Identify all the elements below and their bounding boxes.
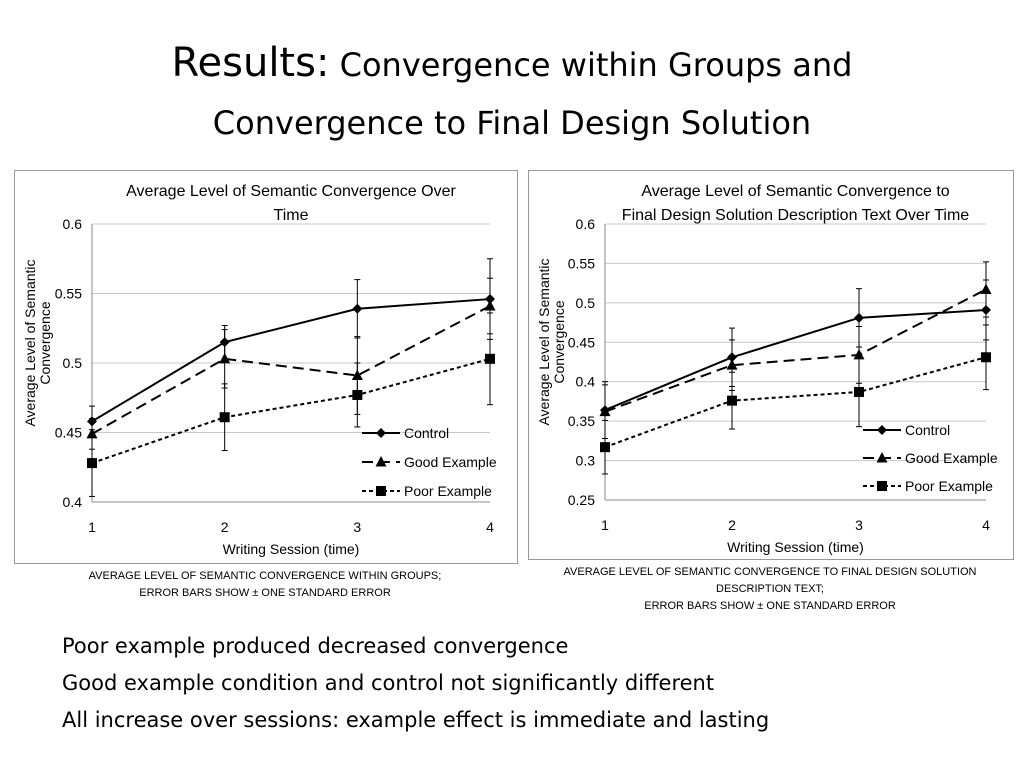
data-point <box>87 458 97 469</box>
caption-line: ERROR BARS SHOW ± ONE STANDARD ERROR <box>644 600 896 612</box>
x-tick-label: 3 <box>855 517 863 533</box>
data-point <box>726 359 738 370</box>
legend-label: Poor Example <box>404 483 492 499</box>
slide-title-line-2: Convergence to Final Design Solution <box>212 104 812 142</box>
x-tick-label: 4 <box>486 519 494 535</box>
series-line <box>604 308 987 412</box>
caption-within-groups: AVERAGE LEVEL OF SEMANTIC CONVERGENCE WI… <box>14 568 516 602</box>
chart-title: Average Level of Semantic Convergence to <box>641 183 949 200</box>
findings-list: Poor example produced decreased converge… <box>62 628 769 739</box>
chart-title: Time <box>274 207 309 224</box>
series-poor-example <box>600 324 991 475</box>
y-tick-label: 0.4 <box>576 374 596 390</box>
series-line <box>91 357 491 465</box>
x-tick-label: 1 <box>601 517 609 533</box>
chart-final-design: Average Level of Semantic Convergence to… <box>528 170 1014 560</box>
y-tick-label: 0.55 <box>55 286 82 302</box>
series-control <box>600 279 991 439</box>
caption-line: AVERAGE LEVEL OF SEMANTIC CONVERGENCE TO… <box>563 566 977 578</box>
y-axis-label: Average Level of Semantic Convergence <box>536 258 567 425</box>
legend-marker <box>876 452 888 463</box>
caption-line: DESCRIPTION TEXT; <box>716 583 824 595</box>
y-axis-label-line: Convergence <box>37 301 53 384</box>
legend-label: Control <box>404 425 449 441</box>
series-line <box>91 298 491 423</box>
finding-item: Poor example produced decreased converge… <box>62 634 569 658</box>
x-axis-label: Writing Session (time) <box>727 539 864 555</box>
y-tick-label: 0.35 <box>568 413 595 429</box>
y-tick-label: 0.4 <box>63 494 83 510</box>
legend-marker <box>877 481 887 491</box>
legend-marker <box>375 456 387 467</box>
chart-final-design-svg: Average Level of Semantic Convergence to… <box>536 183 998 555</box>
data-point <box>854 312 864 323</box>
chart-title: Final Design Solution Description Text O… <box>622 207 970 224</box>
legend-label: Control <box>905 422 950 438</box>
y-axis-label: Average Level of Semantic Convergence <box>22 259 53 426</box>
x-tick-label: 2 <box>221 519 229 535</box>
legend: Control Good Example Poor Example <box>362 425 497 499</box>
y-tick-label: 0.5 <box>576 295 596 311</box>
series-line <box>604 356 987 449</box>
slide-title-line-1: Results: Convergence within Groups and <box>0 40 1024 86</box>
caption-line: ERROR BARS SHOW ± ONE STANDARD ERROR <box>139 587 391 599</box>
legend-marker <box>376 486 386 496</box>
x-tick-label: 4 <box>982 517 990 533</box>
y-tick-label: 0.3 <box>576 453 596 469</box>
slide-title-rest: Convergence within Groups and <box>339 46 853 84</box>
y-tick-label: 0.45 <box>55 425 82 441</box>
data-point <box>727 395 737 406</box>
series-control <box>87 258 495 438</box>
y-tick-label: 0.6 <box>63 216 83 232</box>
slide-title-prefix: Results: <box>171 40 330 86</box>
finding-item: All increase over sessions: example effe… <box>62 708 770 732</box>
x-tick-label: 3 <box>353 519 361 535</box>
legend-label: Good Example <box>905 450 998 466</box>
data-point <box>599 405 611 417</box>
series-line <box>604 288 987 413</box>
legend-label: Poor Example <box>905 478 993 494</box>
x-tick-label: 1 <box>88 519 96 535</box>
data-point <box>485 353 495 364</box>
data-point <box>981 352 991 363</box>
y-axis-label-line: Convergence <box>551 300 567 383</box>
y-tick-label: 0.5 <box>63 355 83 371</box>
x-tick-label: 2 <box>728 517 736 533</box>
series-line <box>91 305 491 435</box>
data-point <box>219 412 230 423</box>
finding-item: Good example condition and control not s… <box>62 671 715 695</box>
data-point <box>352 389 363 400</box>
chart-within-groups: Average Level of Semantic Convergence Ov… <box>14 170 518 564</box>
caption-line: AVERAGE LEVEL OF SEMANTIC CONVERGENCE WI… <box>88 570 442 582</box>
data-point <box>484 300 496 311</box>
caption-final-design: AVERAGE LEVEL OF SEMANTIC CONVERGENCE TO… <box>528 564 1012 615</box>
y-tick-label: 0.45 <box>568 334 595 350</box>
legend: Control Good Example Poor Example <box>863 422 998 494</box>
series-poor-example <box>87 312 495 497</box>
data-point <box>219 352 231 364</box>
data-point <box>980 283 992 294</box>
data-point <box>600 442 610 453</box>
y-tick-label: 0.55 <box>568 255 595 271</box>
chart-title: Average Level of Semantic Convergence Ov… <box>126 183 456 200</box>
y-tick-label: 0.25 <box>568 492 595 508</box>
x-axis-label: Writing Session (time) <box>223 541 360 557</box>
legend-marker <box>877 425 887 435</box>
y-tick-label: 0.6 <box>576 216 596 232</box>
data-point <box>352 303 363 314</box>
series-good-example <box>599 261 992 439</box>
legend-label: Good Example <box>404 454 497 470</box>
data-point <box>854 386 864 397</box>
y-axis-label-line: Average Level of Semantic <box>22 259 38 426</box>
legend-marker <box>376 428 386 438</box>
chart-within-groups-svg: Average Level of Semantic Convergence Ov… <box>22 183 497 557</box>
y-axis-label-line: Average Level of Semantic <box>536 258 552 425</box>
